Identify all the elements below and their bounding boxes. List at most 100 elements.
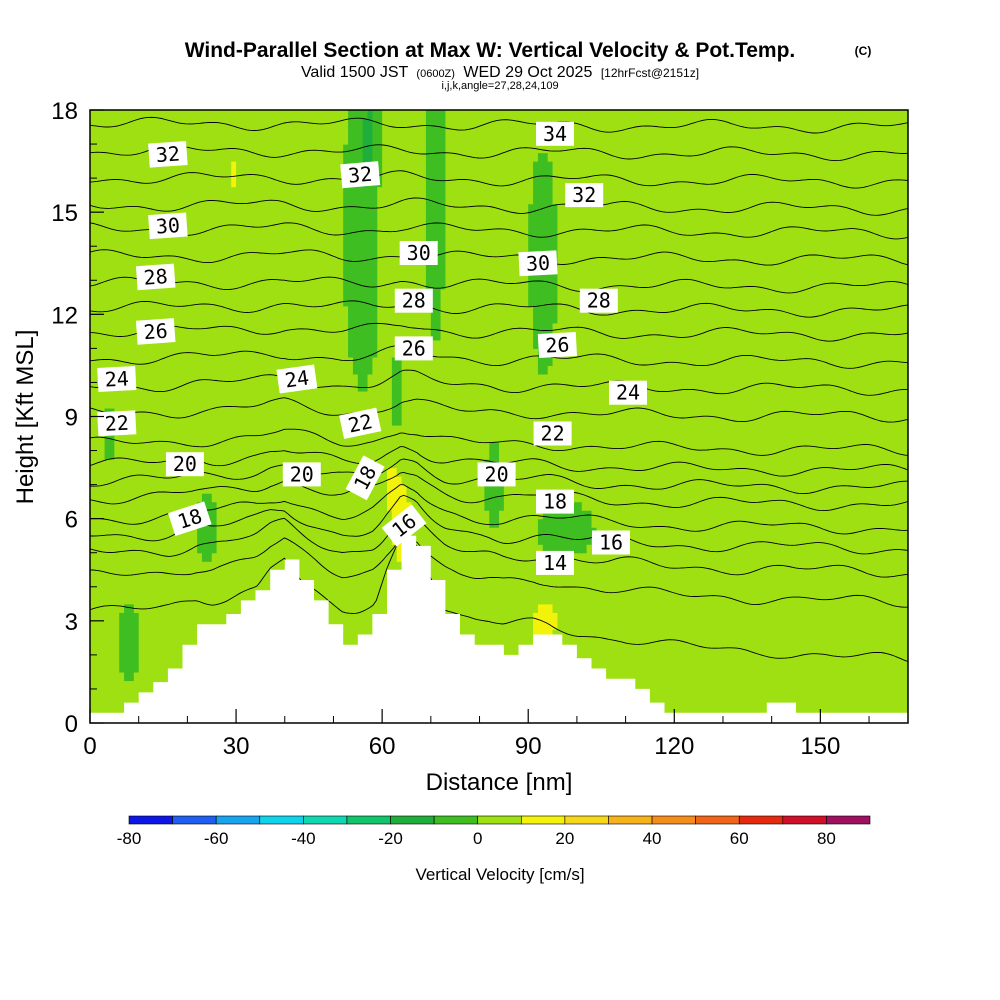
w-cell	[133, 561, 140, 571]
w-cell	[172, 322, 179, 332]
w-cell	[391, 322, 398, 332]
w-cell	[270, 450, 276, 460]
w-cell	[245, 322, 252, 332]
w-cell	[197, 314, 203, 324]
w-cell	[201, 203, 208, 213]
w-cell	[411, 450, 417, 460]
w-cell	[167, 373, 174, 384]
w-cell	[172, 237, 179, 247]
w-cell	[148, 373, 154, 384]
w-cell	[138, 152, 145, 162]
w-cell	[143, 416, 150, 426]
w-cell	[124, 646, 130, 656]
w-cell	[109, 178, 115, 188]
w-cell	[192, 373, 198, 384]
w-cell	[226, 254, 232, 264]
w-cell	[270, 552, 276, 562]
w-cell	[328, 254, 335, 264]
w-cell	[211, 390, 218, 401]
w-cell	[406, 467, 412, 477]
w-cell	[192, 535, 198, 545]
w-cell	[104, 535, 111, 545]
w-cell	[328, 373, 335, 384]
w-cell	[323, 186, 330, 196]
w-cell	[133, 212, 140, 222]
w-cell	[206, 484, 213, 494]
w-cell	[158, 450, 164, 460]
w-cell	[391, 331, 398, 341]
w-cell	[255, 322, 262, 332]
w-cell	[124, 535, 130, 545]
w-cell	[338, 280, 344, 290]
w-cell	[255, 552, 262, 562]
w-cell	[206, 561, 213, 571]
w-cell	[421, 365, 427, 375]
w-cell	[236, 305, 242, 315]
w-cell	[309, 271, 315, 281]
w-cell	[187, 535, 193, 545]
w-cell	[99, 459, 106, 469]
w-cell	[231, 186, 237, 196]
w-cell	[99, 646, 106, 656]
w-cell	[338, 433, 344, 443]
w-cell	[99, 152, 106, 162]
w-cell	[250, 586, 257, 596]
w-cell	[275, 203, 281, 213]
w-cell	[90, 288, 96, 298]
w-cell	[387, 169, 393, 179]
w-cell	[211, 467, 218, 477]
w-cell	[138, 416, 145, 426]
w-cell	[387, 450, 393, 460]
w-cell	[275, 220, 281, 230]
w-cell	[197, 595, 203, 605]
w-cell	[221, 407, 227, 418]
w-cell	[362, 450, 369, 460]
w-cell	[158, 654, 164, 664]
w-cell	[182, 161, 188, 171]
w-cell	[348, 373, 354, 384]
w-cell	[289, 442, 296, 452]
w-cell	[192, 620, 198, 630]
w-cell	[201, 416, 208, 426]
w-cell	[265, 552, 271, 562]
w-cell	[128, 178, 135, 188]
w-cell	[94, 169, 101, 179]
w-cell	[343, 578, 349, 588]
w-cell	[372, 322, 378, 332]
w-cell	[133, 620, 140, 630]
w-cell	[167, 493, 174, 503]
w-cell	[299, 348, 305, 358]
w-cell	[167, 544, 174, 554]
w-cell	[240, 212, 247, 222]
w-cell	[99, 135, 106, 145]
w-cell	[124, 229, 130, 239]
w-cell	[362, 127, 369, 137]
w-cell	[133, 237, 140, 247]
w-cell	[197, 169, 203, 179]
w-cell	[236, 569, 242, 579]
w-cell	[240, 152, 247, 162]
w-cell	[362, 348, 369, 358]
w-cell	[231, 203, 237, 213]
w-cell	[182, 433, 188, 443]
w-cell	[357, 127, 364, 137]
w-cell	[362, 152, 369, 162]
w-cell	[192, 382, 198, 392]
w-cell	[221, 399, 227, 409]
w-cell	[206, 552, 213, 562]
w-cell	[421, 467, 427, 477]
w-cell	[240, 425, 247, 435]
w-cell	[177, 586, 184, 596]
w-cell	[221, 493, 227, 503]
w-cell	[348, 314, 354, 324]
w-cell	[348, 535, 354, 545]
w-cell	[240, 322, 247, 332]
w-cell	[284, 339, 291, 349]
w-cell	[279, 544, 286, 554]
w-cell	[284, 501, 291, 511]
w-cell	[143, 348, 150, 358]
w-cell	[367, 586, 374, 596]
w-cell	[357, 237, 364, 247]
w-cell	[343, 339, 349, 349]
w-cell	[245, 195, 252, 205]
